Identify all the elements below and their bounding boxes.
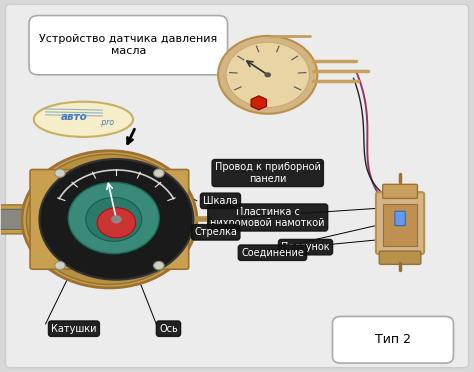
Text: Устройство датчика давления
масла: Устройство датчика давления масла [39,34,218,56]
Circle shape [22,151,197,288]
Text: Тип 2: Тип 2 [375,333,411,346]
Circle shape [39,159,193,280]
FancyBboxPatch shape [383,185,418,198]
Text: Соединение: Соединение [241,248,304,258]
Text: Пластинка с
нихромовой намоткой: Пластинка с нихромовой намоткой [210,207,325,228]
Circle shape [97,208,136,238]
Text: .pro: .pro [100,119,115,128]
Circle shape [27,154,192,285]
Text: Провод к приборной
панели: Провод к приборной панели [215,162,320,184]
Text: авто: авто [61,112,87,122]
FancyBboxPatch shape [30,170,189,269]
FancyBboxPatch shape [332,317,454,363]
Circle shape [55,262,65,270]
Circle shape [264,72,271,77]
Circle shape [154,262,164,270]
Text: Ось: Ось [159,324,178,334]
FancyBboxPatch shape [0,209,25,230]
FancyBboxPatch shape [379,251,421,264]
Ellipse shape [276,54,284,96]
Circle shape [86,198,142,241]
Circle shape [226,42,310,108]
Text: Ползунок: Ползунок [281,242,330,252]
Text: Шкала: Шкала [203,196,238,206]
Circle shape [55,169,65,177]
Text: Катушки: Катушки [51,324,97,334]
FancyBboxPatch shape [29,16,228,75]
Text: Стрелка: Стрелка [194,227,237,237]
Circle shape [218,36,318,114]
Circle shape [68,182,159,254]
Circle shape [154,169,164,177]
FancyBboxPatch shape [383,203,417,246]
FancyBboxPatch shape [5,4,469,368]
Circle shape [111,215,122,224]
FancyBboxPatch shape [0,205,33,234]
Ellipse shape [34,102,133,137]
FancyBboxPatch shape [395,211,405,226]
FancyBboxPatch shape [376,192,424,254]
